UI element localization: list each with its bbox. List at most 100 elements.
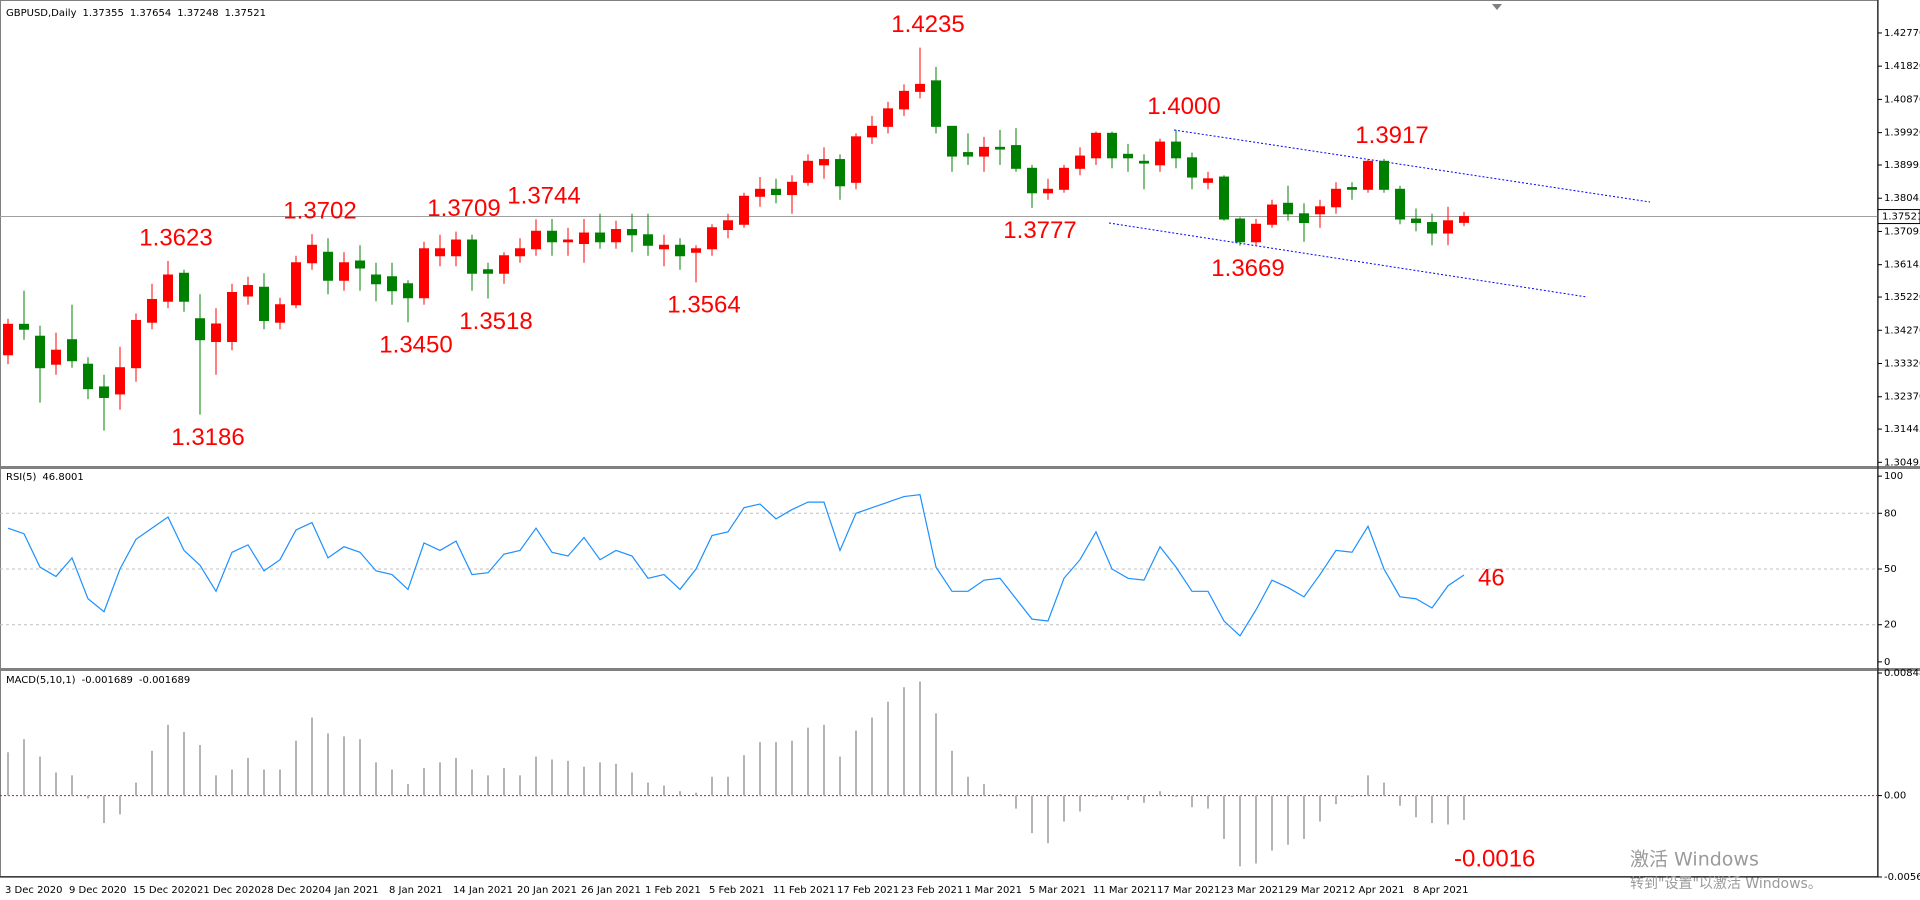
indicator-value: 46.8001 (42, 472, 83, 483)
macd-bar (1159, 791, 1161, 796)
macd-bar (871, 717, 873, 796)
macd-bar (807, 727, 809, 796)
candle-body (819, 159, 829, 166)
candle-body (291, 262, 301, 306)
candle-body (1155, 141, 1165, 166)
price-annotation: 1.3669 (1211, 255, 1284, 282)
candle-body (339, 262, 349, 281)
macd-bar (391, 769, 393, 796)
y-tick-label: 1.30495 (1884, 457, 1920, 468)
macd-bar (743, 755, 745, 796)
indicator-name: GBPUSD,Daily (6, 8, 77, 19)
y-tick-label: -0.005636 (1884, 872, 1920, 883)
macd-bar (567, 760, 569, 796)
candle-body (467, 239, 477, 274)
candle-body (995, 146, 1005, 150)
macd-bar (199, 745, 201, 796)
macd-bar (759, 742, 761, 796)
price-annotation: 1.3564 (667, 292, 740, 319)
panel-header: RSI(5) 46.8001 (6, 472, 84, 483)
x-tick-label: 8 Jan 2021 (389, 885, 443, 896)
candle-body (771, 188, 781, 196)
candle-body (883, 108, 893, 127)
candle-body (435, 248, 445, 257)
x-tick-label: 20 Jan 2021 (517, 885, 577, 896)
macd-bar (343, 736, 345, 796)
y-tick-label: 1.42770 (1884, 28, 1920, 39)
y-tick-label: 1.40870 (1884, 94, 1920, 105)
macd-bar (615, 763, 617, 796)
macd-bar (167, 724, 169, 796)
panel-separator (0, 466, 1920, 469)
macd-bar (1127, 795, 1129, 800)
x-tick-label: 15 Dec 2020 (133, 885, 197, 896)
macd-bar (967, 776, 969, 796)
y-tick-label: 80 (1884, 508, 1897, 519)
y-tick-label: 1.32370 (1884, 392, 1920, 403)
macd-bar (1367, 775, 1369, 796)
macd-bar (247, 758, 249, 796)
candle-body (563, 239, 573, 243)
indicator-name: MACD(5,10,1) (6, 675, 76, 686)
macd-bar (1143, 795, 1145, 803)
y-tick-label: 1.36145 (1884, 260, 1920, 271)
candle-body (1459, 216, 1469, 223)
x-tick-label: 11 Feb 2021 (773, 885, 835, 896)
macd-bar (71, 775, 73, 796)
macd-bar (455, 758, 457, 796)
price-annotation: 1.4235 (891, 11, 964, 38)
macd-bar (1303, 795, 1305, 839)
candle-body (1379, 160, 1389, 190)
candle-body (1219, 176, 1229, 220)
candle-body (723, 220, 733, 231)
candle-body (1075, 155, 1085, 169)
y-tick-label: 0.00 (1884, 791, 1906, 802)
candle-body (787, 181, 797, 196)
macd-bar (487, 775, 489, 796)
price-annotation: 1.3702 (283, 197, 356, 224)
candle-body (627, 229, 637, 236)
y-tick-label: 1.39920 (1884, 128, 1920, 139)
candle-body (1427, 222, 1437, 234)
candle-body (611, 229, 621, 243)
candle-body (707, 227, 717, 250)
macd-bar (311, 717, 313, 796)
macd-bar (1271, 795, 1273, 851)
y-tick-label: 1.33320 (1884, 359, 1920, 370)
macd-bar (1079, 795, 1081, 812)
macd-bar (647, 782, 649, 796)
candle-body (1091, 132, 1101, 159)
x-tick-label: 8 Apr 2021 (1413, 885, 1468, 896)
x-tick-label: 9 Dec 2020 (69, 885, 127, 896)
candle-body (1187, 157, 1197, 178)
price-annotation: 1.3450 (379, 332, 452, 359)
macd-bar (359, 739, 361, 796)
y-tick-label: 50 (1884, 564, 1897, 575)
candle-body (595, 232, 605, 243)
macd-bar (231, 769, 233, 796)
candle-body (1315, 206, 1325, 215)
macd-bar (103, 795, 105, 824)
macd-bar (999, 794, 1001, 796)
candle-body (323, 251, 333, 281)
macd-bar (1031, 795, 1033, 834)
macd-bar (7, 752, 9, 796)
macd-bar (919, 681, 921, 796)
indicator-value: -0.001689 (82, 675, 133, 686)
candle-body (867, 125, 877, 138)
x-tick-label: 2 Apr 2021 (1349, 885, 1404, 896)
candle-body (19, 323, 29, 330)
x-tick-label: 11 Mar 2021 (1093, 885, 1156, 896)
macd-bar (1335, 795, 1337, 805)
candle-body (851, 136, 861, 183)
x-tick-label: 23 Feb 2021 (901, 885, 963, 896)
y-tick-label: 1.35220 (1884, 292, 1920, 303)
candle-body (1059, 167, 1069, 190)
candle-body (1123, 153, 1133, 159)
candle-body (691, 248, 701, 253)
macd-bar (663, 785, 665, 796)
macd-bar (151, 750, 153, 796)
macd-bar (887, 701, 889, 796)
price-annotation: 1.3744 (507, 183, 580, 210)
macd-bar (503, 768, 505, 796)
